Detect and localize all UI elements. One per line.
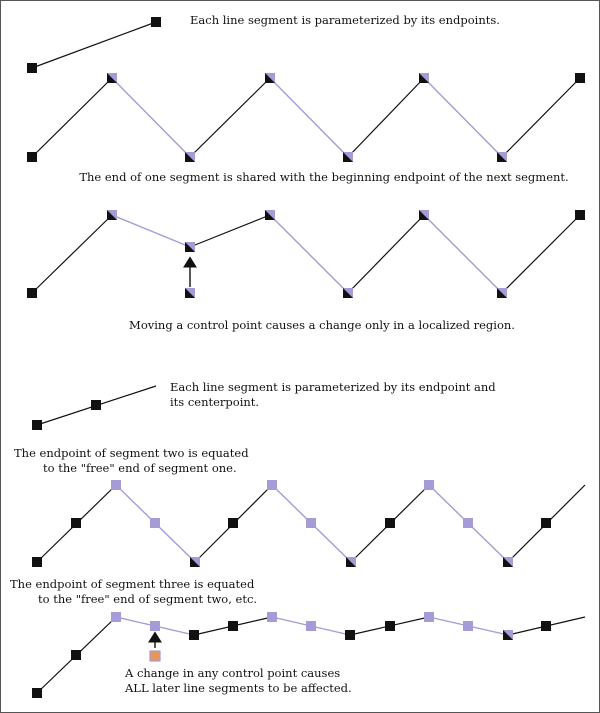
shared-endpoint (503, 557, 513, 567)
moved-endpoint (185, 242, 195, 252)
endpoint-square (189, 630, 199, 640)
caption-segment-two-line2: to the "free" end of segment one. (43, 461, 237, 475)
centerpoint-square (228, 621, 238, 631)
shared-endpoint (503, 630, 513, 640)
caption-global-change-line2: ALL later line segments to be affected. (125, 681, 352, 695)
endpoint-square (267, 612, 277, 622)
centerpoint-square (71, 650, 81, 660)
shared-endpoint (107, 210, 117, 220)
endpoint-square (111, 612, 121, 622)
caption-endpoint-centerpoint-line1: Each line segment is parameterized by it… (170, 380, 496, 394)
segment (31, 21, 157, 69)
shared-endpoint (346, 557, 356, 567)
segment (501, 77, 581, 158)
endpoint-square (32, 557, 42, 567)
centerpoint-square (91, 400, 101, 410)
panel-1-single-segment (27, 17, 161, 73)
shared-endpoint (497, 288, 507, 298)
centerpoint-square (385, 518, 395, 528)
endpoint-square (267, 480, 277, 490)
caption-shared-endpoint: The end of one segment is shared with th… (79, 170, 569, 184)
endpoint-square (27, 288, 37, 298)
shared-endpoint (419, 73, 429, 83)
caption-endpoints: Each line segment is parameterized by it… (190, 13, 500, 27)
panel-4-endpoint-centerpoint (32, 385, 157, 430)
original-centerpoint (149, 650, 161, 662)
centerpoint-square (463, 621, 473, 631)
segment (111, 214, 191, 248)
centerpoint-square (385, 621, 395, 631)
segment (423, 77, 503, 158)
centerpoint-square (228, 518, 238, 528)
panel-2-zigzag (27, 73, 585, 162)
segment (189, 214, 271, 248)
original-endpoint (185, 288, 195, 298)
centerpoint-square (306, 621, 316, 631)
segment (501, 214, 581, 294)
endpoint-square (27, 152, 37, 162)
endpoint-square (111, 480, 121, 490)
segment (347, 214, 425, 294)
endpoint-square (151, 17, 161, 27)
caption-global-change-line1: A change in any control point causes (125, 666, 341, 680)
shared-endpoint (190, 557, 200, 567)
shared-endpoint (343, 288, 353, 298)
caption-endpoint-centerpoint-line2: its centerpoint. (170, 395, 260, 409)
caption-segment-three-line2: to the "free" end of segment two, etc. (38, 592, 258, 606)
shared-endpoint (343, 152, 353, 162)
shared-endpoint (107, 73, 117, 83)
centerpoint-square (150, 518, 160, 528)
caption-segment-three-line1: The endpoint of segment three is equated (10, 577, 255, 591)
centerpoint-square (541, 621, 551, 631)
endpoint-square (575, 73, 585, 83)
segment (423, 214, 503, 294)
caption-localized-change: Moving a control point causes a change o… (129, 318, 515, 332)
endpoint-square (575, 210, 585, 220)
segment (269, 77, 349, 158)
segment (189, 77, 271, 158)
panel-6-global-change (32, 612, 586, 698)
caption-segment-two-line1: The endpoint of segment two is equated (14, 446, 249, 460)
centerpoint-square (71, 518, 81, 528)
centerpoint-square (541, 518, 551, 528)
centerpoint-square (306, 518, 316, 528)
segment (347, 77, 425, 158)
endpoint-square (32, 688, 42, 698)
shared-endpoint (185, 152, 195, 162)
shared-endpoint (265, 73, 275, 83)
endpoint-square (424, 612, 434, 622)
endpoint-square (345, 630, 355, 640)
shared-endpoint (497, 152, 507, 162)
segment (111, 77, 191, 158)
segment (31, 214, 113, 294)
endpoint-square (32, 420, 42, 430)
segment (31, 77, 113, 158)
panel-5-zigzag-centerpoints (32, 480, 586, 567)
shared-endpoint (419, 210, 429, 220)
moved-centerpoint (150, 621, 160, 631)
shared-endpoint (265, 210, 275, 220)
panel-3-local-change (27, 210, 585, 298)
endpoint-square (424, 480, 434, 490)
segment (269, 214, 349, 294)
endpoint-square (27, 63, 37, 73)
centerpoint-square (463, 518, 473, 528)
